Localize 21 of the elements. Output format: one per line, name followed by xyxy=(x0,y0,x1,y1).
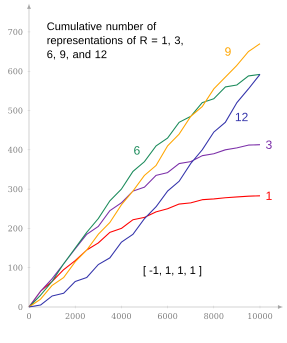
text: Cumulative number of representations of R = 1, 3, 6, 9, and 12 xyxy=(47,22,183,60)
y-tick-label: 100 xyxy=(8,264,22,271)
x-tick-label: 6000 xyxy=(158,313,178,320)
x-tick-label: 10000 xyxy=(248,313,272,320)
series-label: 9 xyxy=(225,47,231,56)
y-tick-label: 600 xyxy=(8,68,22,74)
y-tick-label: 0 xyxy=(18,304,22,310)
x-tick-label: 2000 xyxy=(66,313,85,320)
x-tick-label: 8000 xyxy=(204,313,224,320)
series-label: 12 xyxy=(236,112,248,122)
annotation: [ -1, 1, 1, 1 ] xyxy=(144,266,202,276)
x-tick-label: 4000 xyxy=(111,313,132,320)
series-label: 6 xyxy=(134,146,140,155)
y-tick-label: 200 xyxy=(8,225,22,232)
y-tick-label: 400 xyxy=(8,146,22,153)
y-tick-label: 700 xyxy=(8,28,22,35)
series-label: 1 xyxy=(266,192,272,200)
y-tick-label: 300 xyxy=(8,186,22,192)
series-label: 3 xyxy=(266,140,272,149)
y-tick-label: 500 xyxy=(8,107,22,114)
x-tick-label: 0 xyxy=(26,313,32,320)
